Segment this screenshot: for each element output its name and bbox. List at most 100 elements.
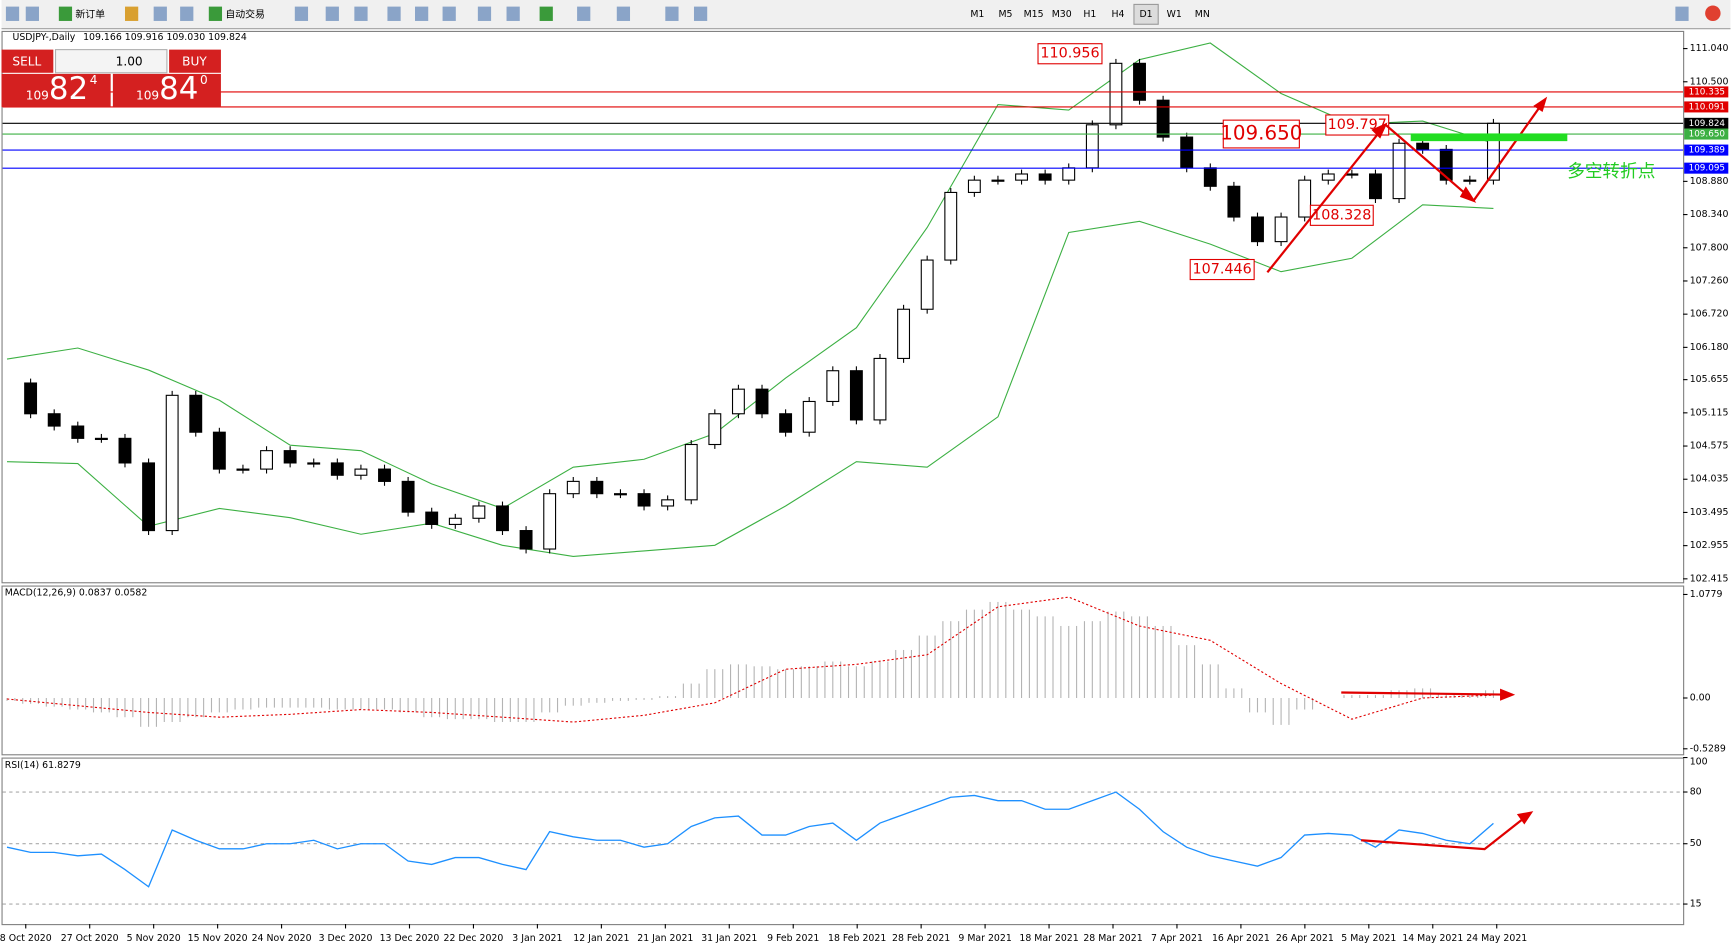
note: 多空转折点 [1567,161,1655,182]
icon[interactable] [325,6,339,21]
macd-signal [6,596,1494,723]
main-pane [1,30,1685,584]
alert-icon[interactable] [1705,5,1721,21]
icon[interactable] [25,6,39,21]
bollinger-band [6,204,1494,557]
chart-title: USDJPY-,Daily [13,32,76,43]
ask-box[interactable] [112,73,221,107]
rsi-line [6,791,1494,888]
indicator-title: RSI(14) 61.8279 [5,760,81,771]
candle-body [566,480,580,495]
icon[interactable] [665,6,679,21]
x-tick-label: 28 Mar 2021 [1083,933,1142,944]
x-tick-label: 3 Jan 2021 [512,933,562,944]
icon[interactable] [577,6,591,21]
candle-body [543,493,557,550]
macd-pane [1,585,1685,756]
timeframe-button[interactable]: M15 [1024,9,1044,20]
icon[interactable] [477,6,492,21]
icon[interactable] [616,6,631,21]
icon[interactable] [539,6,553,21]
icon[interactable] [442,6,456,21]
candle-body [849,370,863,421]
new-order-button[interactable]: 新订单 [75,7,105,20]
x-tick-label: 26 Apr 2021 [1276,933,1334,944]
y-tick-label: 50 [1690,838,1702,849]
candle-body [307,462,321,465]
icon[interactable] [506,6,520,21]
candle-body [1133,62,1146,101]
bid-big: 109 [26,88,49,102]
candle-body [614,493,627,496]
candle-body [142,462,156,532]
candle-body [991,179,1005,182]
x-tick-label: 7 Apr 2021 [1151,933,1203,944]
lots-field[interactable] [54,49,168,74]
icon[interactable] [387,6,401,21]
icon[interactable] [415,6,429,21]
arrow [1472,98,1547,202]
icon[interactable] [354,6,368,21]
candle-body [1463,179,1477,182]
buy-button[interactable] [169,49,221,73]
timeframe-button[interactable]: D1 [1139,9,1152,20]
icon[interactable] [1675,6,1689,21]
x-tick-label: 31 Jan 2021 [701,933,757,944]
arrow [1384,123,1475,202]
timeframe-button[interactable]: W1 [1167,9,1182,20]
x-tick-label: 18 Mar 2021 [1019,933,1078,944]
price-tag-label: 110.091 [1689,102,1725,112]
arrows [1266,96,1548,851]
timeframe-button[interactable]: M1 [970,9,984,20]
y-tick-label: 106.720 [1690,309,1729,320]
bid-box[interactable] [1,73,111,107]
y-tick-label: 107.260 [1690,275,1729,286]
candle-body [260,450,273,470]
timeframe-button[interactable]: H1 [1083,9,1096,20]
y-tick-label: 104.575 [1690,441,1729,452]
candle-body [1015,173,1028,181]
candle-body [71,425,85,439]
timeframe-button[interactable]: H4 [1111,9,1124,20]
rsi-pane [1,757,1685,926]
candle-body [873,357,887,421]
timeframe-button[interactable]: M30 [1052,9,1072,20]
sell-button[interactable] [1,49,54,73]
price-tag [1684,128,1729,140]
y-tick-label: 104.035 [1690,474,1729,485]
bollinger-band [6,42,1494,510]
arrow-head [1516,811,1534,825]
timeframe-button[interactable]: MN [1195,9,1210,20]
x-tick-label: 9 Feb 2021 [767,933,819,944]
y-tick-label: 110.500 [1690,76,1729,87]
level-marker [1410,133,1568,142]
arrow [1361,811,1532,851]
icon[interactable] [153,6,167,21]
x-tick-label: 27 Oct 2020 [61,933,119,944]
icon[interactable] [208,6,223,21]
candle-body [1085,124,1099,169]
x-tick-label: 3 Dec 2020 [319,933,373,944]
arrow [1341,691,1513,696]
icon[interactable] [58,6,73,21]
trade-panel: SELL 1.00 BUY 109 82 4 109 84 0 [1,49,221,107]
candle-body [1062,167,1076,181]
x-tick-label: 22 Dec 2020 [444,933,504,944]
icon[interactable] [294,6,309,21]
icon[interactable] [124,6,139,21]
auto-trading-button[interactable]: 自动交易 [225,7,265,20]
buy-label: BUY [182,54,207,68]
y-tick-label: 102.955 [1690,540,1729,551]
icon[interactable] [693,6,708,21]
icon[interactable] [5,6,20,21]
icon[interactable] [180,6,194,21]
y-tick-label: 100 [1690,756,1708,767]
candle-body [448,517,462,525]
candle-body [1345,173,1359,176]
y-tick-label: 107.800 [1690,242,1729,253]
price-annotation: 109.797 [1328,117,1387,133]
y-tick-label: 105.655 [1690,374,1729,385]
price-tag-label: 109.389 [1689,146,1725,156]
timeframe-button[interactable]: M5 [998,9,1012,20]
